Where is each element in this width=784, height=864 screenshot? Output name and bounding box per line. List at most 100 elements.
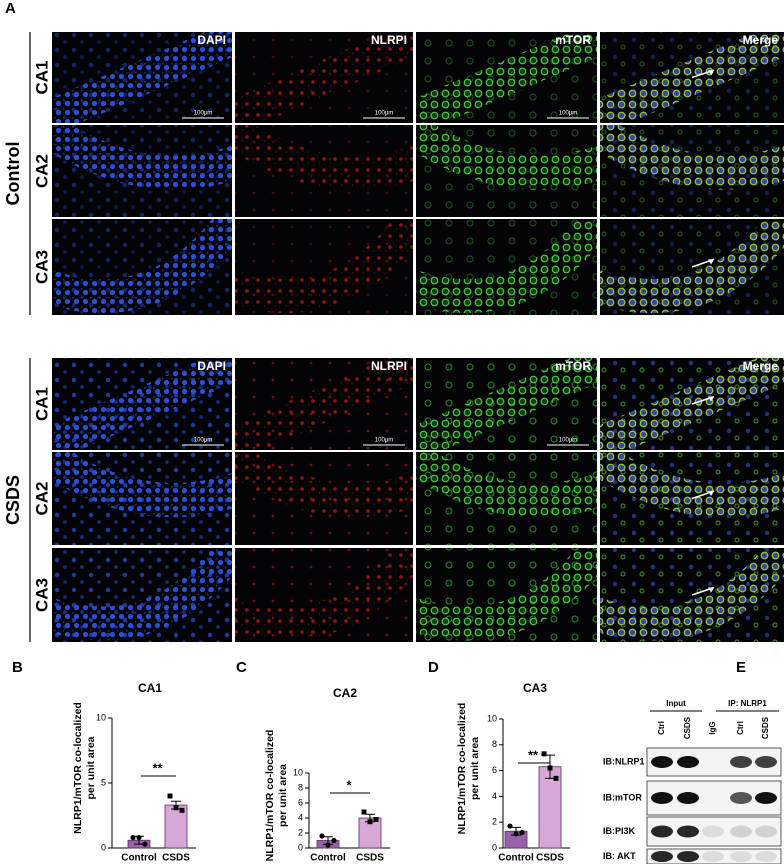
data-point [167,793,173,799]
cell-layer [235,32,413,123]
cell-layer [235,125,413,190]
arrow-head [708,491,715,497]
y-tick-label: 6 [492,765,497,775]
data-point [547,765,553,771]
micrograph [235,452,413,545]
channel-label: NLRPI [371,33,407,47]
blot-band [651,825,673,838]
blot-band [730,851,752,862]
scale-bar-label: 100μm [559,111,577,117]
y-axis-label: per unit area [277,764,289,827]
group-label: Control [3,142,23,206]
lane-label: CSDS [683,716,692,739]
error-bar [511,826,521,836]
blot-row-label: IB:mTOR [603,792,642,802]
blot-band [755,792,777,804]
micrograph [600,452,784,545]
scale-bar-label: 100μm [375,111,393,117]
chart-title: CA2 [333,686,357,700]
micrograph [416,125,597,217]
cell-layer [416,548,597,641]
scale-bar-label: 100μm [375,438,393,444]
blot-band [677,851,699,862]
cell-layer [416,125,597,190]
micrograph [235,32,413,123]
y-tick-label: 2 [492,817,497,827]
micrograph [52,548,232,642]
blot-band [677,792,699,804]
group-label: CSDS [3,475,23,525]
y-tick-label: 10 [96,712,106,722]
x-tick-label: Control [498,853,534,864]
cell-layer [416,32,597,123]
y-tick-label: 2 [298,827,303,837]
blot-band [677,825,699,838]
y-tick-label: 0 [101,842,106,852]
micrograph [416,358,597,450]
blot-band [651,851,673,862]
scale-bar-label: 100μm [194,438,212,444]
micrograph [416,32,597,123]
arrow-head [708,396,715,402]
lane-label: IgG [708,721,717,734]
error-bar [323,836,333,845]
cell-layer [52,219,232,314]
error-bar [365,813,375,823]
data-point [179,807,185,813]
panel-label: B [12,659,23,676]
row-label: CA2 [32,481,51,515]
x-tick-label: CSDS [356,853,384,864]
y-tick-label: 10 [487,713,497,723]
data-point [319,833,325,839]
arrow-head [708,70,715,76]
cell-layer [600,219,784,314]
data-point [519,829,525,836]
y-tick-label: 10 [293,767,303,777]
data-point [513,831,519,837]
micrograph [52,125,232,217]
y-tick-label: 0 [492,842,497,852]
cell-layer [416,358,597,450]
blot-row-label: IB: AKT [603,851,636,861]
micrograph [52,358,232,450]
data-point [136,835,142,841]
lane-label: Ctrl [657,721,666,735]
data-point [130,835,136,841]
y-axis-label: NLRP1/mTOR co-localized [456,703,468,835]
error-bar [171,800,181,810]
micrograph [52,32,232,123]
micrograph [235,125,413,217]
chart-title: CA3 [523,681,547,695]
y-tick-label: 5 [101,777,106,787]
cell-layer [52,548,232,641]
blot-band [755,756,777,768]
cell-layer [235,219,413,314]
lane-label: CSDS [761,716,770,739]
cell-layer [52,358,232,450]
blot-band [702,851,724,862]
y-tick-label: 4 [492,791,497,801]
y-tick-label: 8 [492,739,497,749]
cell-layer [52,125,232,190]
blot-band [651,756,673,768]
data-point [373,817,379,822]
y-axis-label: NLRP1/mTOR co-localized [264,730,276,862]
scale-bar-label: 100μm [559,438,577,444]
row-label: CA1 [32,60,51,94]
data-point [541,751,547,757]
channel-label: DAPI [197,359,226,373]
y-tick-label: 6 [298,797,303,807]
cell-layer [600,452,784,518]
y-axis-label: NLRP1/mTOR co-localized [72,702,84,834]
channel-label: Merge [743,359,779,373]
data-point [325,842,331,848]
x-tick-label: Control [121,853,157,864]
cell-layer [52,32,232,123]
arrow-head [708,259,715,265]
channel-label: DAPI [197,33,226,47]
y-tick-label: 8 [298,782,303,792]
data-point [367,819,373,825]
blot-group: Input [666,699,686,708]
y-tick-label: 0 [298,842,303,852]
